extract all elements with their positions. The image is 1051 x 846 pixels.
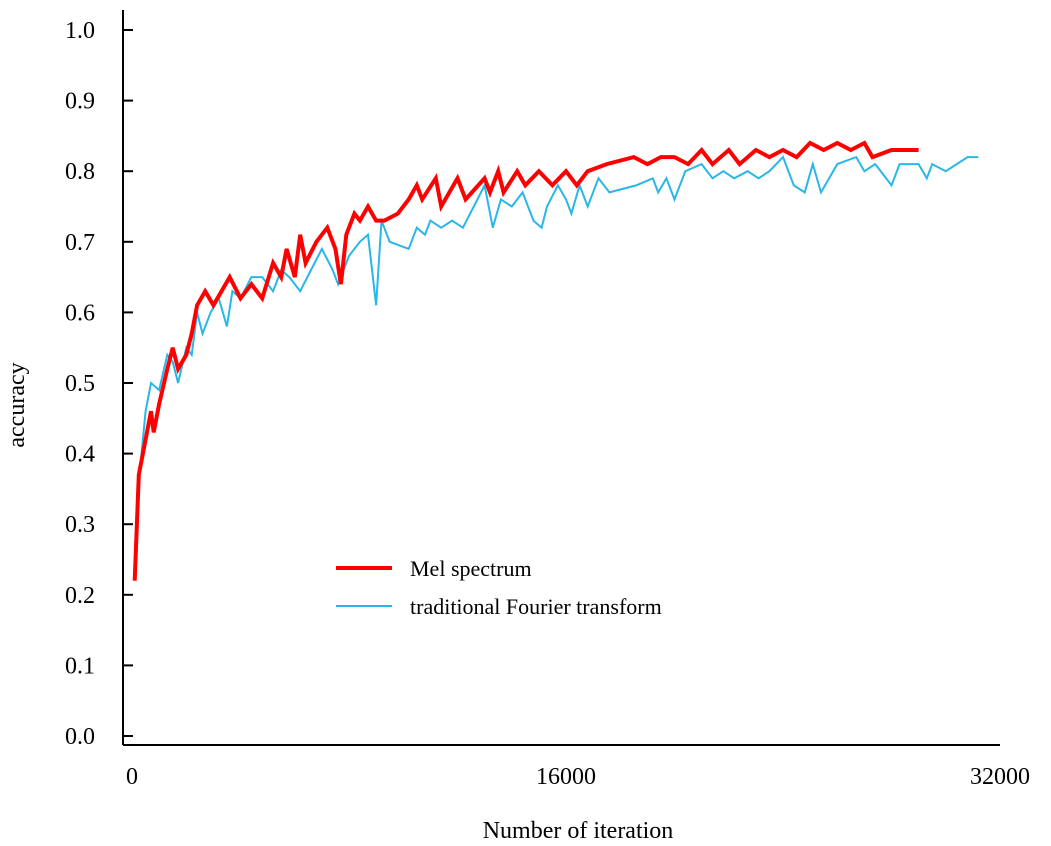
y-tick-label: 0.6 bbox=[65, 300, 95, 326]
y-tick-label: 0.3 bbox=[65, 512, 95, 538]
legend: Mel spectrum traditional Fourier transfo… bbox=[336, 556, 662, 619]
y-tick-label: 0.8 bbox=[65, 159, 95, 185]
y-tick-label: 0.7 bbox=[65, 230, 95, 256]
y-tick-label: 0.9 bbox=[65, 89, 95, 115]
series-line-mel-spectrum bbox=[132, 140, 919, 581]
y-tick-label: 0.2 bbox=[65, 583, 95, 609]
y-tick-label: 0.5 bbox=[65, 371, 95, 397]
y-tick-label: 1.0 bbox=[65, 18, 95, 44]
plot-lines bbox=[132, 140, 979, 581]
y-axis-label: accuracy bbox=[4, 362, 30, 447]
legend-label-mel: Mel spectrum bbox=[410, 556, 532, 581]
x-tick-label: 16000 bbox=[536, 764, 596, 790]
y-tick-label: 0.0 bbox=[65, 724, 95, 750]
x-axis-label: Number of iteration bbox=[483, 818, 674, 844]
y-tick-label: 0.4 bbox=[65, 442, 95, 468]
y-tick-label: 0.1 bbox=[65, 653, 95, 679]
y-ticks: 0.0 0.1 0.2 0.3 0.4 0.5 0.6 0.7 0.8 0.9 1.0 bbox=[65, 18, 133, 750]
x-ticks: 0 16000 32000 bbox=[126, 764, 1030, 790]
legend-label-fourier: traditional Fourier transform bbox=[410, 594, 662, 619]
x-tick-label: 32000 bbox=[970, 764, 1030, 790]
x-tick-label: 0 bbox=[126, 764, 138, 790]
series-line-traditional-fourier bbox=[133, 155, 979, 567]
